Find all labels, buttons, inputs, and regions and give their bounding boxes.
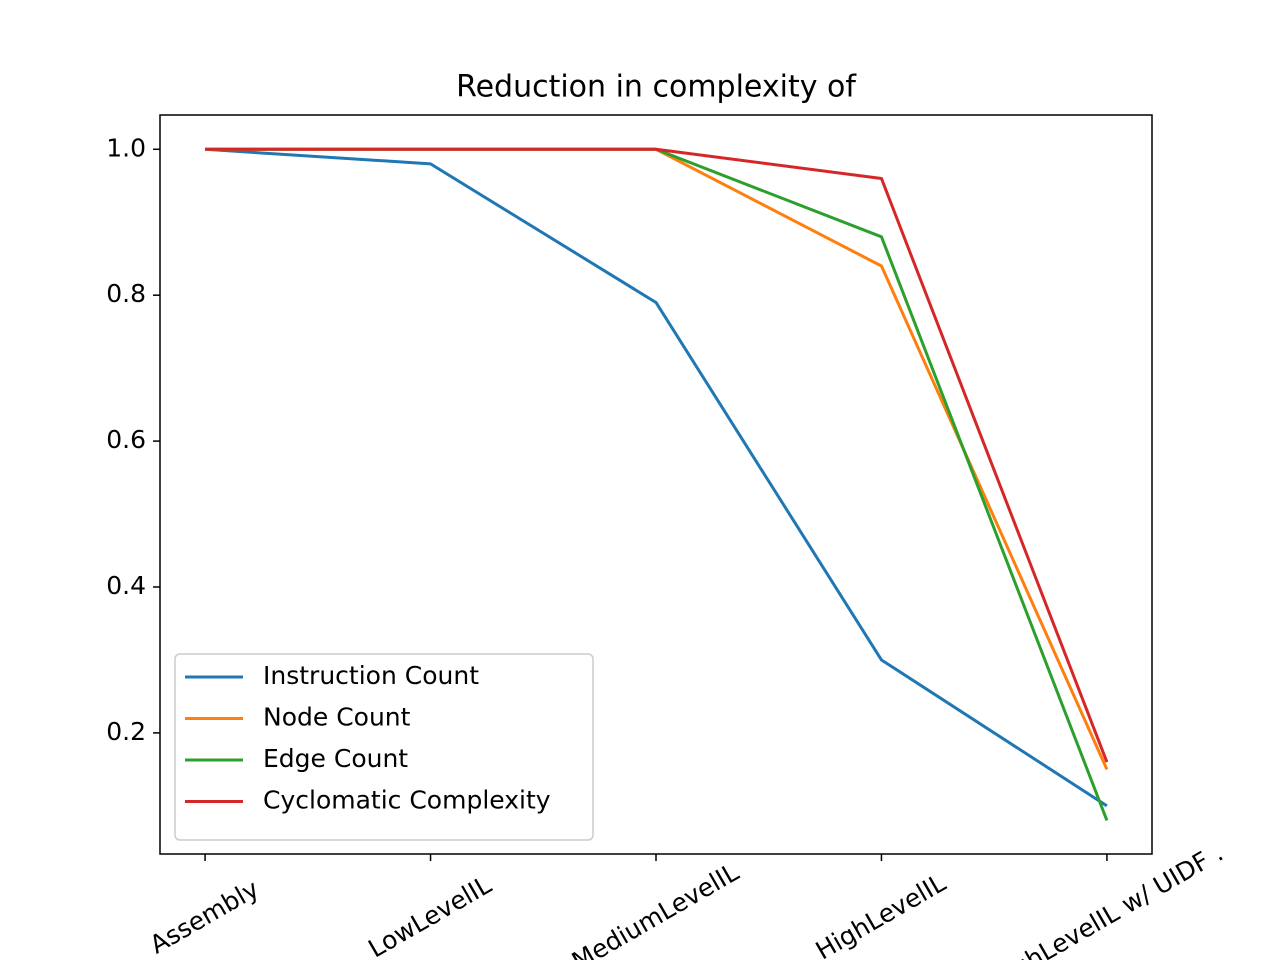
legend-label: Instruction Count xyxy=(263,661,479,690)
x-tick-label: HighLevelIL xyxy=(811,868,951,960)
legend-label: Node Count xyxy=(263,703,411,732)
chart-title: Reduction in complexity of xyxy=(456,70,857,105)
legend-label: Edge Count xyxy=(263,744,408,773)
x-tick-label: LowLevelIL xyxy=(363,870,496,960)
y-tick-label: 0.6 xyxy=(106,425,146,454)
series-line xyxy=(204,147,1108,808)
x-tick-label: MediumLevelIL xyxy=(567,857,744,960)
y-tick-label: 0.8 xyxy=(106,279,146,308)
y-tick-label: 0.2 xyxy=(106,717,146,746)
y-tick-label: 1.0 xyxy=(106,133,146,162)
x-tick-label: Assembly xyxy=(145,874,264,959)
plot-frame xyxy=(159,114,1153,855)
series-line xyxy=(205,147,1109,763)
y-tick-label: 0.4 xyxy=(106,571,146,600)
legend-label: Cyclomatic Complexity xyxy=(263,786,551,815)
legend-box xyxy=(174,653,594,841)
